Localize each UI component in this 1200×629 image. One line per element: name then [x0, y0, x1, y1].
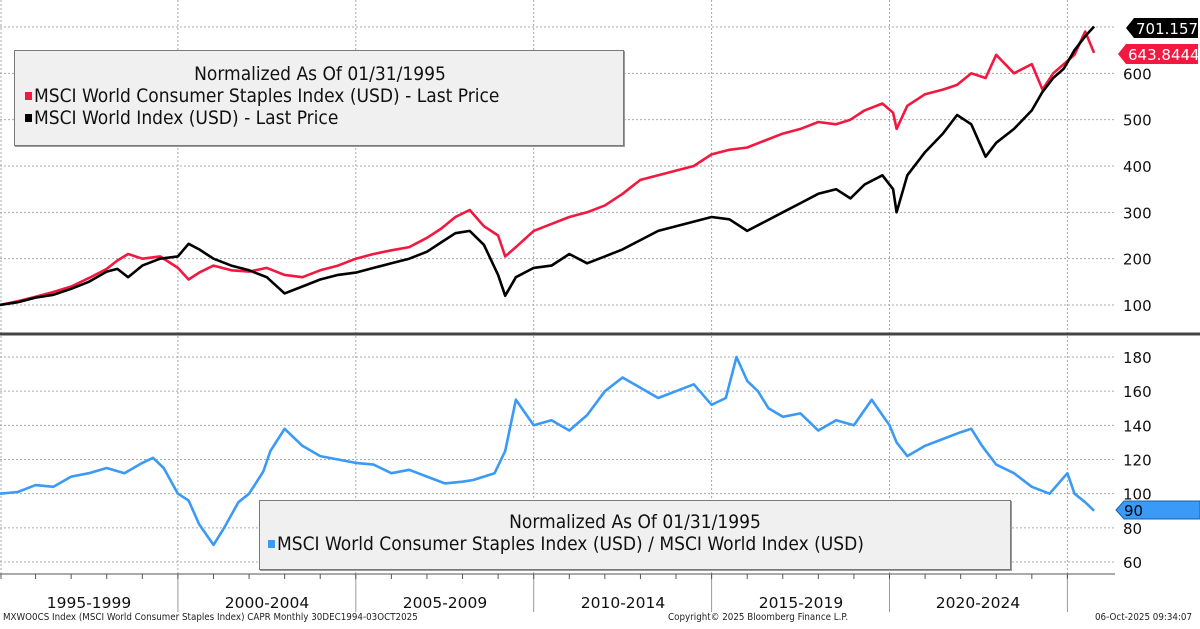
x-tick-label: 2010-2014: [580, 594, 666, 612]
top-legend: Normalized As Of 01/31/1995 MSCI World C…: [14, 50, 624, 146]
top-legend-title: Normalized As Of 01/31/1995: [194, 63, 446, 85]
y-tick-label: 100: [1123, 486, 1152, 504]
legend-swatch-ratio: [268, 540, 275, 548]
legend-item-ratio: MSCI World Consumer Staples Index (USD) …: [268, 533, 1002, 555]
world-last-value-tag: 701.1575: [1126, 18, 1200, 38]
x-axis-ticks: [0, 574, 1068, 612]
series-line-0: [0, 355, 1096, 547]
top-y-axis-ticks: 100 200 300 400 500 600: [1123, 65, 1152, 315]
legend-swatch-staples: [25, 92, 32, 100]
x-tick-label: 2020-2024: [935, 594, 1021, 612]
series-line-0: [0, 30, 1096, 307]
legend-label-staples: MSCI World Consumer Staples Index (USD) …: [34, 85, 500, 107]
y-tick-label: 400: [1123, 158, 1152, 176]
y-tick-label: 200: [1123, 251, 1152, 269]
world-last-value: 701.1575: [1136, 20, 1200, 38]
footer-source: MXWO0CS Index (MSCI World Consumer Stapl…: [3, 612, 418, 623]
x-tick-label: 1995-1999: [46, 594, 132, 612]
staples-last-value: 643.8444: [1128, 46, 1200, 64]
bottom-legend-title: Normalized As Of 01/31/1995: [509, 511, 761, 533]
legend-label-ratio: MSCI World Consumer Staples Index (USD) …: [277, 533, 864, 555]
x-tick-label: 2015-2019: [758, 594, 844, 612]
y-tick-label: 140: [1123, 417, 1152, 435]
series-line-1: [0, 25, 1096, 307]
legend-swatch-world: [25, 114, 32, 122]
footer-copyright: Copyright© 2025 Bloomberg Finance L.P.: [668, 612, 849, 623]
y-tick-label: 100: [1123, 297, 1152, 315]
legend-label-world: MSCI World Index (USD) - Last Price: [34, 107, 339, 129]
ratio-last-value: 90: [1124, 502, 1143, 520]
y-tick-label: 80: [1123, 520, 1142, 538]
top-panel-series: [0, 25, 1096, 307]
footer-timestamp: 06-Oct-2025 09:34:07: [1095, 612, 1193, 623]
bottom-legend: Normalized As Of 01/31/1995 MSCI World C…: [259, 500, 1011, 570]
staples-last-value-tag: 643.8444: [1118, 44, 1200, 64]
ratio-last-value-tag: 90: [1115, 500, 1200, 520]
y-tick-label: 600: [1123, 65, 1152, 83]
y-tick-label: 120: [1123, 452, 1152, 470]
x-tick-label: 2005-2009: [402, 594, 488, 612]
legend-item-world: MSCI World Index (USD) - Last Price: [25, 107, 615, 129]
y-tick-label: 300: [1123, 204, 1152, 222]
bottom-y-axis-ticks: 60 80 100 120 140 160 180: [1123, 349, 1152, 572]
y-tick-label: 180: [1123, 349, 1152, 367]
legend-item-staples: MSCI World Consumer Staples Index (USD) …: [25, 85, 615, 107]
x-tick-label: 2000-2004: [224, 594, 310, 612]
y-tick-label: 500: [1123, 112, 1152, 130]
bottom-panel-series: [0, 355, 1096, 547]
y-tick-label: 60: [1123, 554, 1142, 572]
y-tick-label: 160: [1123, 383, 1152, 401]
